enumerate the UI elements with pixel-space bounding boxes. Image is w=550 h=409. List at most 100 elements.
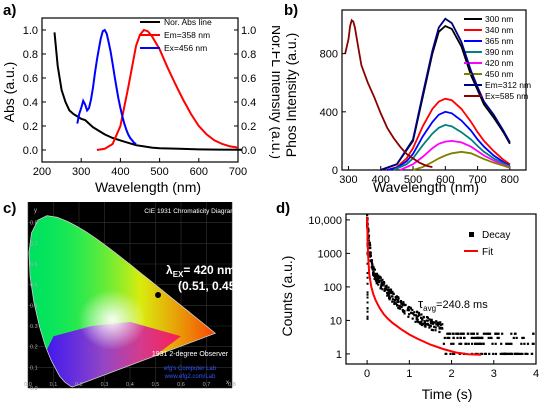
decay-point	[387, 293, 390, 297]
decay-point	[516, 352, 520, 356]
decay-point	[373, 277, 376, 280]
y-tick-label: 0.8	[23, 49, 38, 61]
decay-point	[373, 273, 376, 276]
decay-point	[397, 306, 400, 310]
decay-point	[475, 336, 479, 340]
phosphorescence-chart: Wavelength (nm) Phos Intensity (a.u.) 30…	[283, 9, 531, 195]
decay-point	[417, 311, 421, 315]
fit-line	[366, 217, 482, 356]
decay-point	[366, 317, 369, 320]
decay-point	[447, 332, 450, 335]
decay-point	[370, 259, 374, 262]
decay-point	[378, 276, 381, 280]
decay-point	[385, 286, 388, 289]
decay-point	[411, 317, 414, 320]
spectral-locus	[28, 215, 217, 388]
x-tick-label: 600	[190, 166, 208, 178]
legend-label: 365 nm	[485, 36, 513, 46]
series-line	[412, 150, 511, 171]
decay-point	[376, 274, 380, 277]
decay-point	[510, 332, 513, 335]
decay-point	[381, 282, 384, 286]
decay-point	[394, 302, 397, 305]
decay-point	[369, 254, 372, 257]
decay-point	[499, 352, 502, 356]
y-tick-label: 0.8	[30, 221, 38, 227]
decay-point	[394, 298, 398, 301]
x-tick-label: 0.1	[50, 382, 58, 388]
decay-point	[371, 271, 375, 274]
decay-point	[366, 214, 369, 217]
decay-point	[380, 281, 383, 284]
decay-point	[393, 300, 396, 304]
decay-point	[415, 316, 418, 319]
decay-point	[369, 253, 372, 256]
decay-point	[379, 285, 383, 289]
decay-point	[373, 274, 376, 277]
decay-point	[460, 342, 463, 345]
decay-point	[386, 291, 389, 295]
decay-point	[367, 242, 371, 245]
series-line	[387, 110, 511, 171]
decay-point	[456, 336, 459, 340]
y2-tick-label: 0.8	[241, 49, 256, 61]
decay-point	[370, 260, 373, 263]
decay-point	[406, 307, 410, 310]
legend-label: Ex=585 nm	[485, 91, 528, 101]
legend-label: Fit	[482, 247, 493, 258]
legend-label: Nor. Abs line	[164, 17, 212, 27]
decay-point	[439, 323, 442, 327]
y-tick-label: 0.7	[30, 241, 38, 247]
x-tick-label: 600	[436, 174, 454, 186]
decay-point	[366, 296, 369, 299]
y-tick-label: 10	[330, 315, 342, 327]
decay-point	[394, 296, 397, 299]
x-tick-label: 200	[33, 166, 51, 178]
x-tick-label: 300	[339, 174, 357, 186]
decay-point	[414, 320, 417, 323]
decay-point	[420, 316, 423, 319]
decay-point	[521, 352, 524, 356]
plot-frame	[41, 17, 239, 163]
decay-point	[531, 342, 534, 345]
decay-point	[387, 292, 390, 295]
decay-point	[413, 311, 416, 314]
decay-point	[372, 266, 375, 269]
decay-point	[429, 324, 432, 327]
decay-point	[387, 286, 390, 289]
decay-point	[466, 332, 470, 335]
decay-point	[383, 289, 386, 293]
decay-point	[373, 268, 377, 271]
decay-point	[389, 288, 392, 291]
decay-point	[497, 336, 500, 340]
y-tick-label: 800	[320, 49, 338, 61]
decay-chart: Time (s) Counts (a.u.) τavg=240.8 ms 0 1 2…	[279, 213, 539, 402]
y-tick-label: 0	[332, 165, 338, 177]
decay-point	[495, 332, 498, 335]
decay-point	[388, 295, 391, 298]
y-tick-label: 0.3	[30, 324, 38, 330]
decay-point	[418, 314, 421, 317]
decay-point	[368, 251, 371, 254]
decay-point	[496, 336, 499, 340]
decay-point	[415, 317, 418, 320]
decay-point	[487, 336, 490, 340]
decay-points	[366, 214, 535, 356]
decay-point	[380, 284, 383, 287]
decay-point	[438, 322, 441, 326]
y-axis-label: Abs (a.u.)	[1, 62, 17, 123]
legend-label: Em=312 nm	[485, 80, 531, 90]
decay-point	[450, 342, 453, 345]
x-tick-label: 4	[533, 368, 539, 380]
x-axis-label: x	[226, 380, 229, 386]
decay-point	[388, 296, 391, 299]
decay-point	[503, 352, 507, 356]
decay-point	[371, 268, 374, 271]
decay-point	[470, 336, 473, 340]
decay-point	[501, 332, 504, 335]
y-tick-label: 100	[324, 282, 342, 294]
decay-point	[393, 302, 396, 306]
decay-point	[494, 352, 497, 356]
decay-point	[523, 342, 526, 345]
